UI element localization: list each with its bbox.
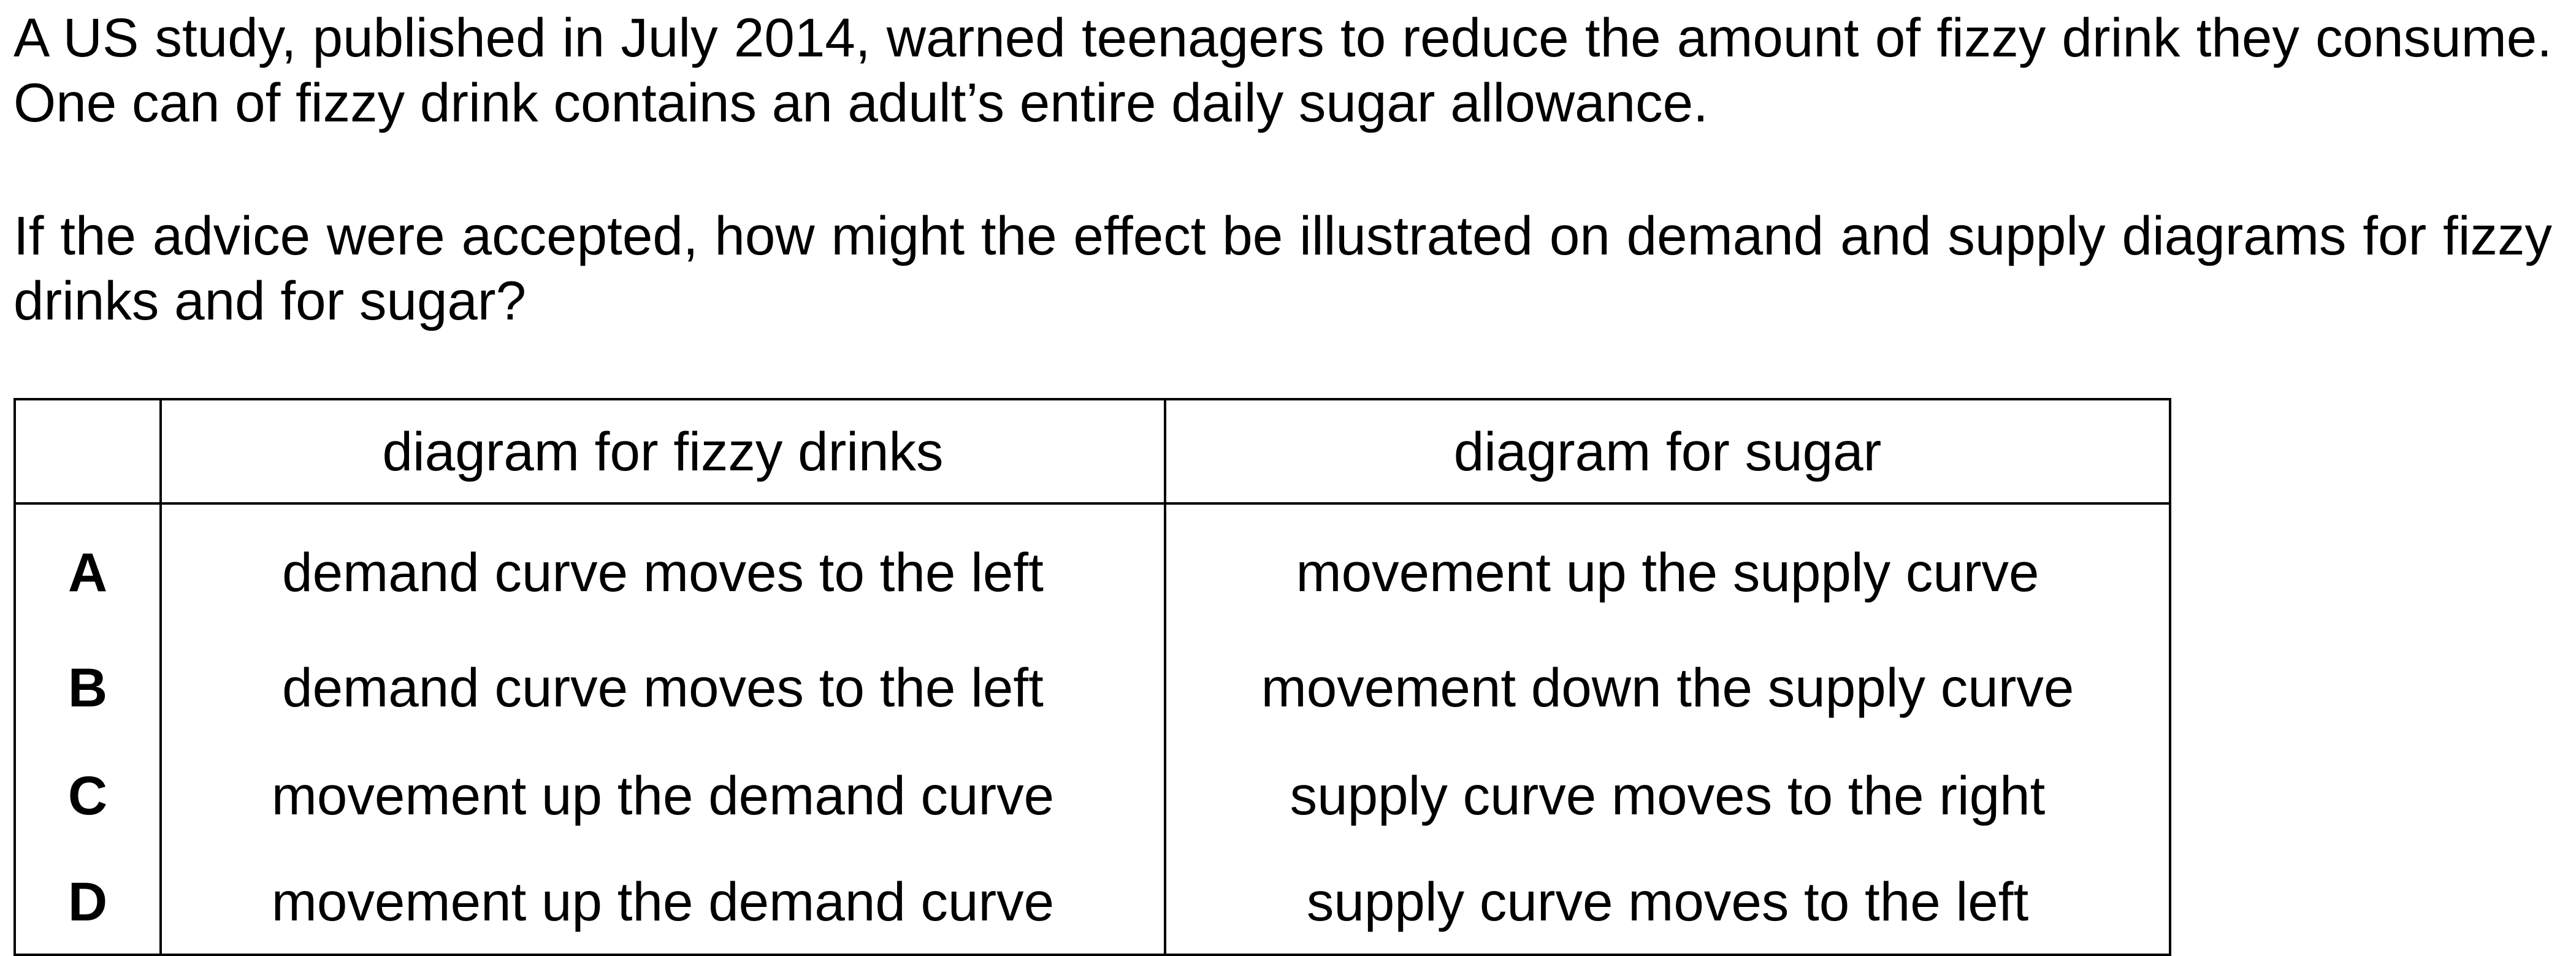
option-row-d: D movement up the demand curve supply cu… [13,849,2171,956]
option-letter: A [13,503,162,633]
option-sugar-cell: movement up the supply curve [1164,503,2171,633]
option-letter: C [13,741,162,849]
option-fizzy-cell: movement up the demand curve [159,741,1166,849]
header-blank-cell [13,398,162,505]
option-sugar-cell: supply curve moves to the right [1164,741,2171,849]
option-sugar-cell: movement down the supply curve [1164,633,2171,741]
answer-options-table: diagram for fizzy drinks diagram for sug… [13,398,2171,956]
option-letter: B [13,633,162,741]
table-header-row: diagram for fizzy drinks diagram for sug… [13,398,2171,505]
option-fizzy-cell: movement up the demand curve [159,849,1166,956]
option-row-c: C movement up the demand curve supply cu… [13,741,2171,849]
header-sugar: diagram for sugar [1164,398,2171,505]
option-letter: D [13,849,162,956]
option-fizzy-cell: demand curve moves to the left [159,633,1166,741]
question-prompt: If the advice were accepted, how might t… [13,205,2552,331]
option-fizzy-cell: demand curve moves to the left [159,503,1166,633]
header-fizzy-drinks: diagram for fizzy drinks [159,398,1166,505]
option-sugar-cell: supply curve moves to the left [1164,849,2171,956]
option-row-a: A demand curve moves to the left movemen… [13,503,2171,633]
question-stem: A US study, published in July 2014, warn… [13,7,2552,133]
option-row-b: B demand curve moves to the left movemen… [13,633,2171,741]
